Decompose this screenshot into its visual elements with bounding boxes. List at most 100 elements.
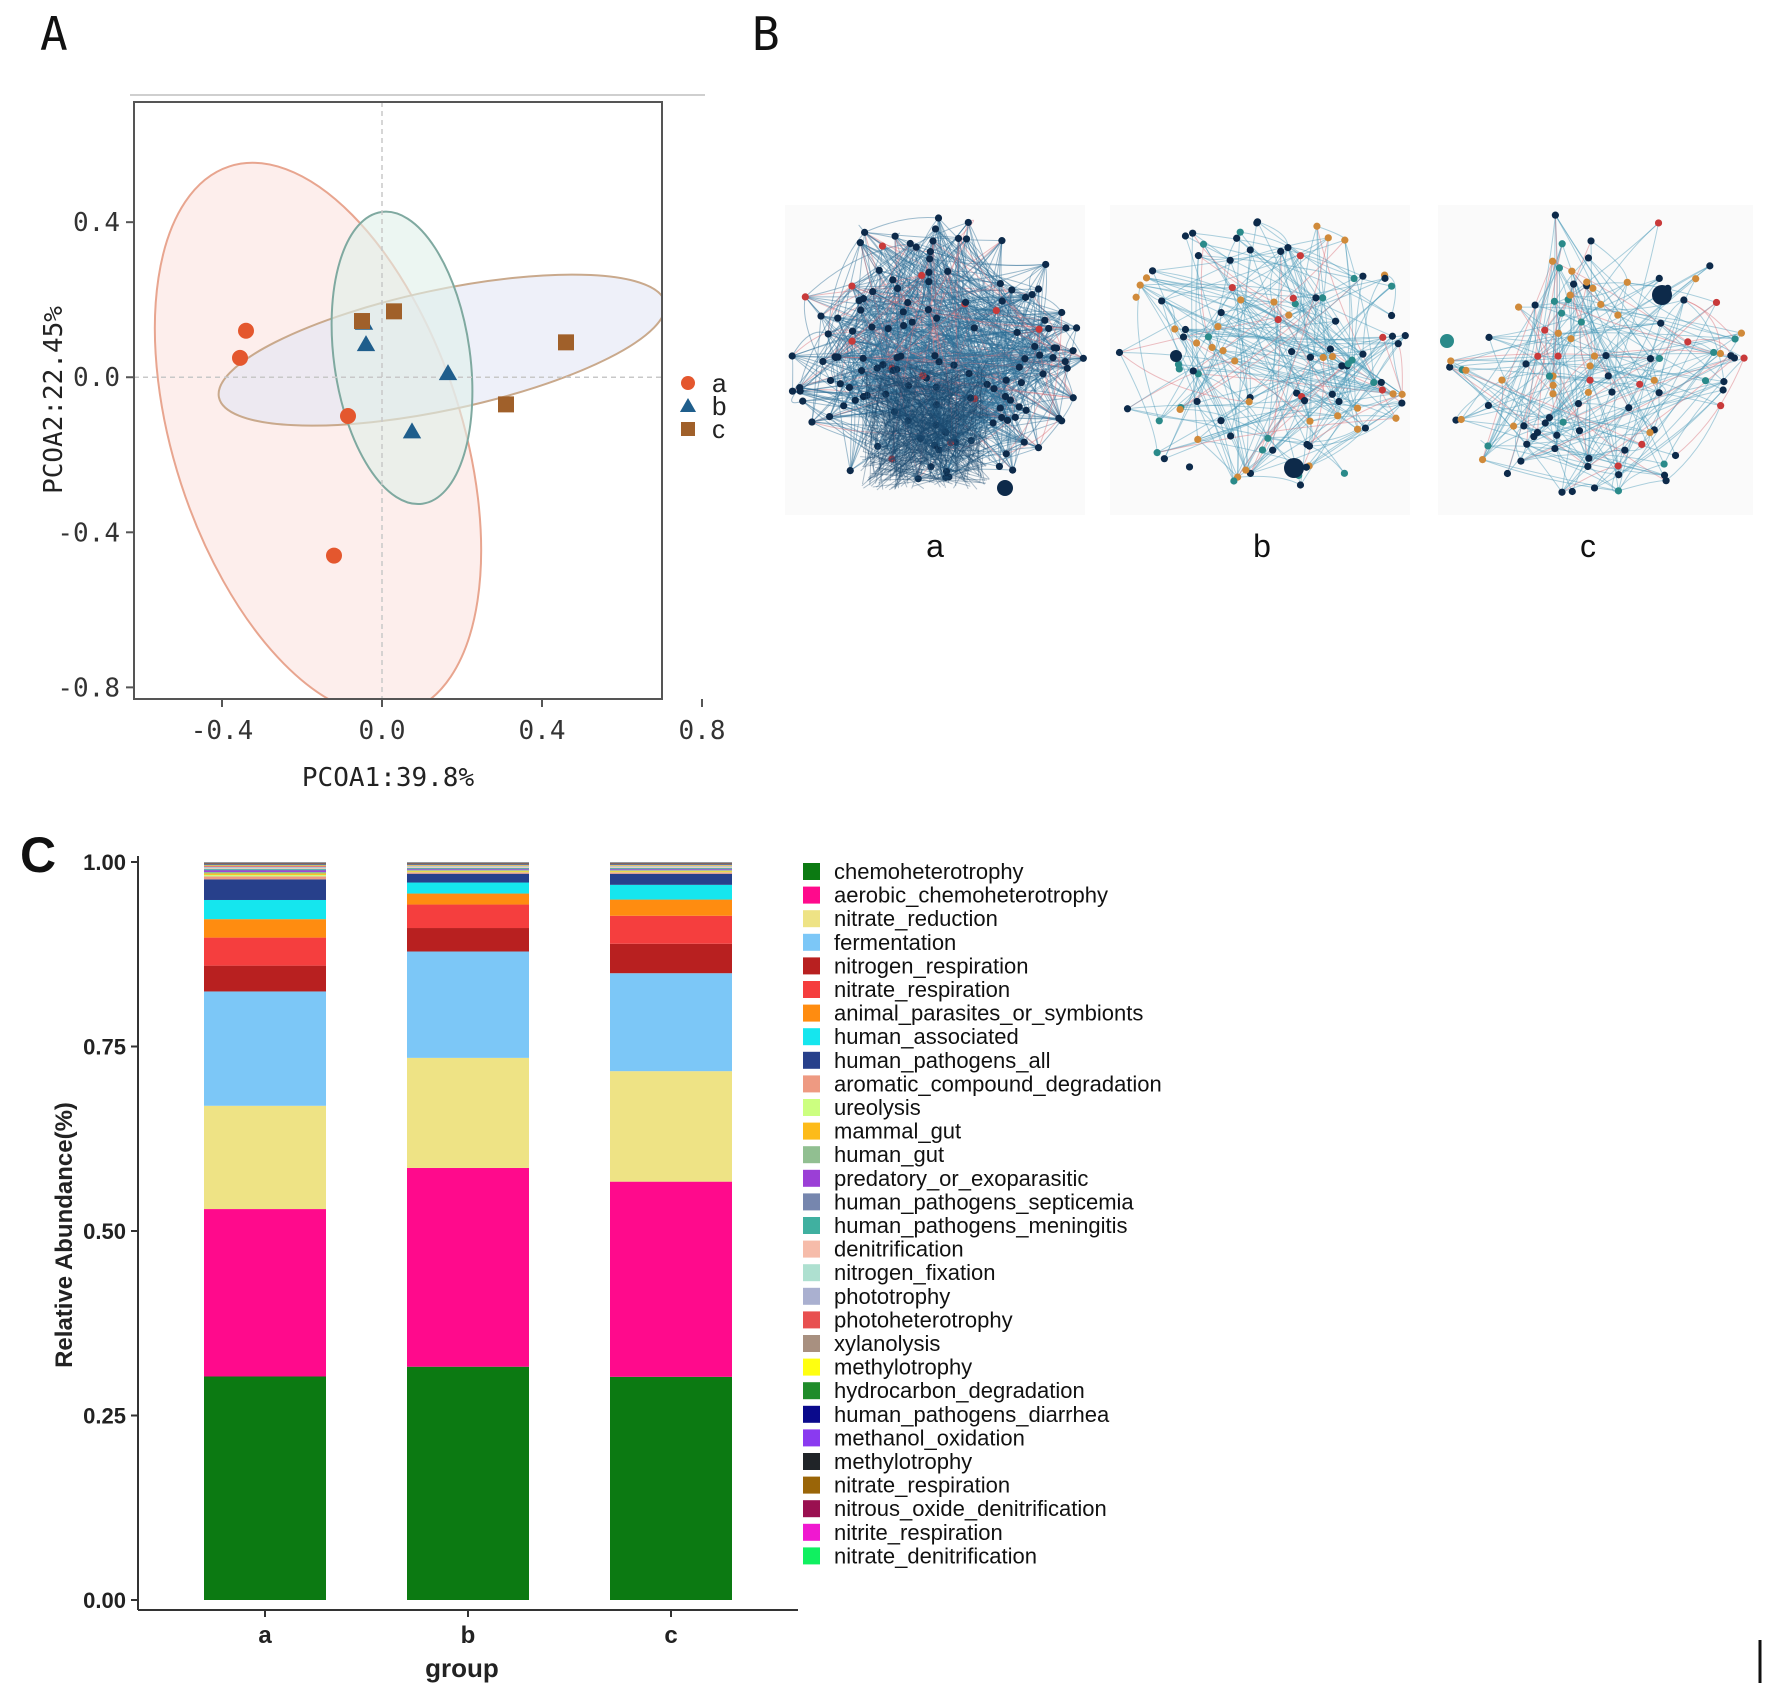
bar-segment-a: [204, 919, 326, 938]
network-edge: [939, 381, 956, 463]
network-edge: [852, 228, 936, 332]
network-edge: [934, 355, 1007, 381]
network-edge: [901, 478, 950, 483]
network-edge: [1533, 278, 1697, 437]
network-edge: [929, 251, 943, 319]
network-edge: [866, 408, 977, 481]
network-edge: [1291, 255, 1302, 352]
network-edge: [999, 368, 1068, 467]
network-edge: [792, 264, 1046, 357]
network-edge: [900, 355, 1000, 467]
network-edge: [938, 400, 959, 438]
network-edge: [1594, 352, 1715, 489]
network-node: [904, 381, 913, 390]
network-edge: [892, 391, 973, 396]
network-edge: [1272, 396, 1303, 451]
network-edge: [975, 413, 987, 451]
network-node: [1586, 362, 1594, 370]
network-edge: [865, 375, 868, 426]
network-edge: [904, 371, 950, 473]
network-edge: [863, 373, 896, 378]
network-edge: [1520, 381, 1725, 462]
network-edge: [1250, 353, 1364, 474]
network-edge: [968, 240, 1003, 374]
network-node: [1503, 469, 1512, 478]
network-edge: [1163, 260, 1231, 459]
network-edge: [953, 354, 1040, 368]
network-edge: [974, 289, 1013, 399]
network-edge: [952, 367, 969, 435]
network-edge: [863, 352, 1068, 369]
network-edge: [802, 400, 1016, 418]
network-edge: [860, 395, 895, 400]
network-edge: [915, 246, 1009, 421]
bar-segment-c: [610, 973, 732, 1072]
network-node: [869, 287, 877, 296]
network-edge: [898, 449, 986, 452]
network-edge: [1482, 459, 1619, 492]
network-edge: [887, 328, 1027, 411]
network-edge: [1001, 300, 1063, 421]
network-edge: [1570, 338, 1706, 382]
network-edge: [929, 258, 952, 443]
network-edge: [896, 468, 899, 473]
network-edge: [881, 392, 933, 445]
network-edge: [1665, 405, 1722, 482]
network-edge: [859, 242, 1020, 368]
network-edge: [929, 251, 1003, 302]
network-edge: [893, 425, 953, 451]
network-edge: [928, 272, 1001, 409]
legend-swatch: [803, 1287, 820, 1305]
network-edge: [907, 419, 976, 432]
network-node: [1615, 471, 1623, 479]
network-edge: [882, 245, 1003, 418]
network-edge: [916, 384, 963, 433]
bar-segment-a: [204, 876, 326, 880]
network-edge: [891, 382, 935, 400]
network-edge: [1558, 267, 1651, 433]
network-edge: [922, 378, 985, 444]
network-edge: [1002, 300, 1036, 347]
network-edge: [1488, 336, 1613, 393]
network-edge: [892, 370, 960, 433]
network-edge: [903, 325, 1039, 449]
network-edge: [867, 394, 1025, 443]
network-edge: [928, 281, 1055, 349]
network-edge: [894, 236, 937, 388]
x-tick-label: 0.8: [679, 716, 726, 746]
network-edge: [934, 355, 1016, 418]
network-edge: [891, 303, 966, 369]
network-edge: [792, 355, 1054, 359]
network-node: [1719, 386, 1727, 394]
network-node: [1554, 329, 1562, 337]
network-node: [834, 314, 842, 322]
network-edge: [895, 363, 913, 432]
network-node: [859, 354, 867, 362]
network-node: [942, 467, 951, 475]
network-edge: [917, 332, 1018, 480]
network-edge: [1449, 366, 1538, 433]
network-edge: [1161, 239, 1345, 302]
network-edge: [872, 370, 897, 420]
network-edge: [874, 375, 899, 444]
network-edge: [954, 240, 1003, 443]
network-edge: [884, 243, 911, 395]
network-edge: [864, 442, 878, 478]
network-edge: [938, 328, 1049, 363]
network-edge: [901, 406, 963, 468]
network-edge: [1198, 255, 1403, 404]
network-node: [1660, 471, 1669, 479]
network-edge: [849, 310, 997, 388]
network-edge: [1506, 261, 1554, 474]
network-edge: [1009, 264, 1047, 401]
network-edge: [938, 217, 1026, 298]
network-edge: [962, 222, 969, 304]
network-edge: [1461, 338, 1572, 420]
network-edge: [1183, 299, 1242, 338]
network-edge: [864, 361, 959, 393]
bar-segment-a: [204, 871, 326, 874]
legend-label: xylanolysis: [834, 1331, 940, 1356]
network-edge: [891, 386, 937, 460]
network-edge: [860, 368, 962, 472]
network-node: [1517, 457, 1525, 465]
